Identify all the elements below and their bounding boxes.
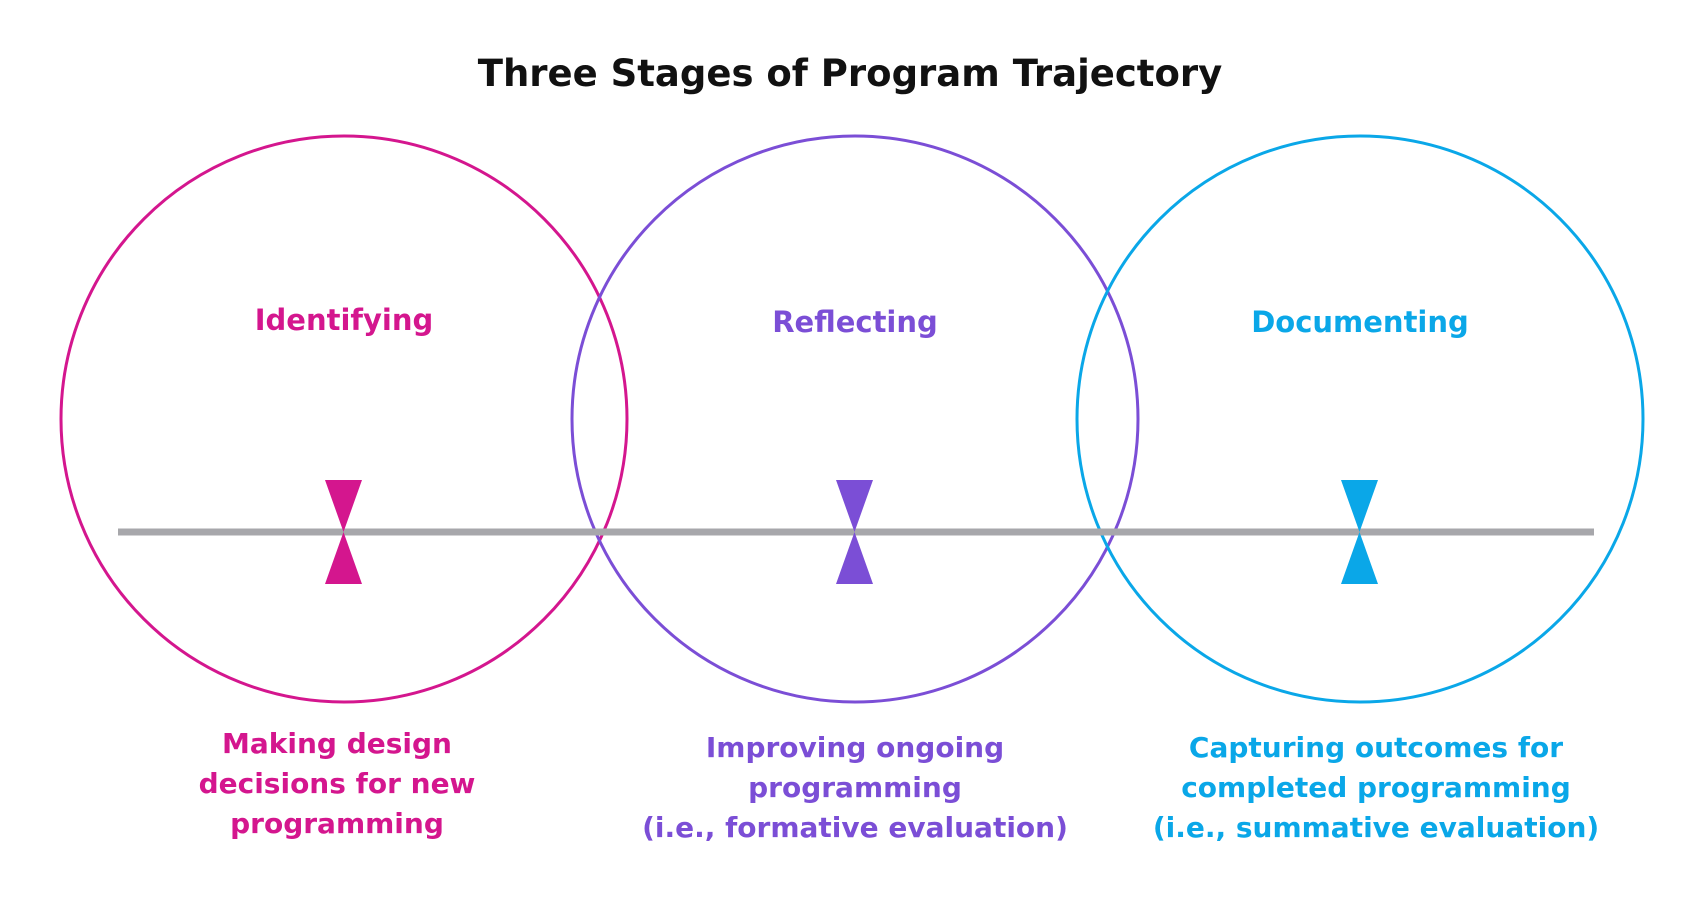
identifying-description-line: programming	[230, 807, 444, 840]
reflecting-description-line: (i.e., formative evaluation)	[642, 811, 1068, 844]
reflecting-hourglass-marker	[836, 480, 873, 584]
reflecting-description-line: Improving ongoing	[705, 731, 1005, 764]
reflecting-description-line: programming	[748, 771, 962, 804]
reflecting-label: Reflecting	[772, 305, 938, 339]
documenting-description-line: (i.e., summative evaluation)	[1152, 811, 1600, 844]
documenting-description: Capturing outcomes for completed program…	[1096, 728, 1656, 848]
documenting-label: Documenting	[1251, 305, 1469, 339]
identifying-description: Making design decisions for new programm…	[57, 724, 617, 844]
documenting-description-line: Capturing outcomes for	[1188, 731, 1564, 764]
documenting-hourglass-marker	[1341, 480, 1378, 584]
page-title: Three Stages of Program Trajectory	[477, 52, 1223, 95]
identifying-label: Identifying	[254, 303, 434, 337]
reflecting-description: Improving ongoing programming (i.e., for…	[575, 728, 1135, 848]
identifying-description-line: decisions for new	[198, 767, 476, 800]
identifying-description-line: Making design	[222, 727, 452, 760]
reflecting-circle	[570, 134, 1140, 704]
documenting-circle	[1075, 134, 1645, 704]
identifying-circle	[59, 134, 629, 704]
documenting-description-line: completed programming	[1181, 771, 1571, 804]
identifying-hourglass-marker	[325, 480, 362, 584]
